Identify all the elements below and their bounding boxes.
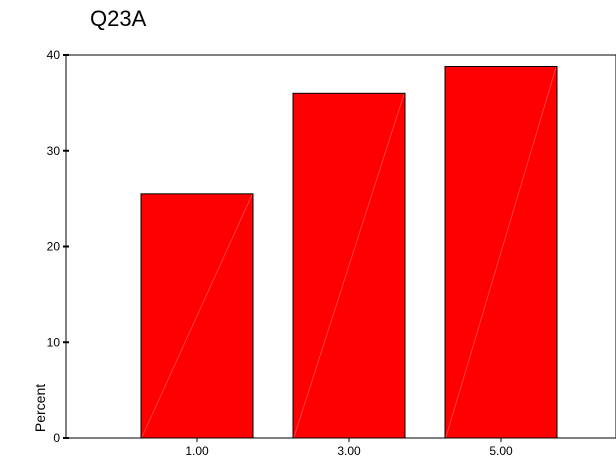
x-tick-label: 1.00: [185, 444, 209, 458]
y-tick-label: 20: [47, 240, 61, 254]
y-axis-label: Percent: [32, 384, 48, 432]
y-tick-label: 0: [53, 431, 60, 445]
y-tick-label: 10: [47, 335, 61, 349]
x-axis: 1.00 3.00 5.00: [185, 438, 513, 458]
x-tick-label: 3.00: [337, 444, 361, 458]
y-tick-label: 30: [47, 144, 61, 158]
y-tick-label: 40: [47, 48, 61, 62]
x-tick-label: 5.00: [489, 444, 513, 458]
